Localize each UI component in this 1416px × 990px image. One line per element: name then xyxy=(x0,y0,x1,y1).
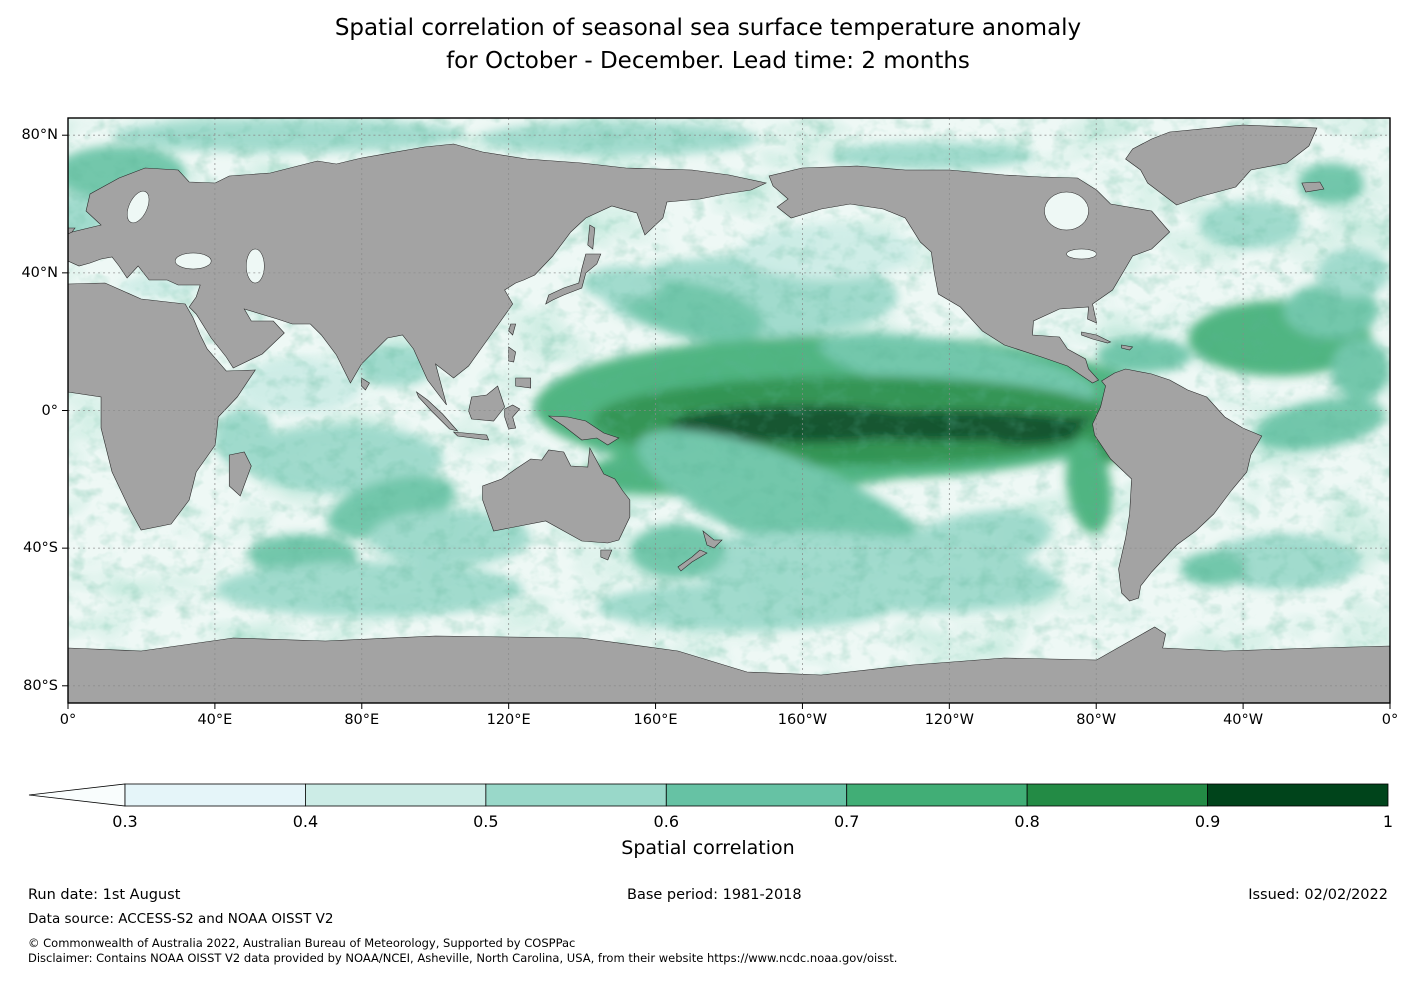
hudson-bay xyxy=(1044,191,1089,231)
landmass-sumatra xyxy=(415,391,459,432)
colorbar-tick-label: 0.8 xyxy=(1014,812,1039,831)
landmass-new-zealand-north xyxy=(702,530,723,549)
baltic-sea xyxy=(126,190,150,224)
landmass-taiwan xyxy=(508,323,517,336)
y-tick-label: 40°S xyxy=(23,540,58,557)
colorbar-under-arrow xyxy=(28,783,126,807)
colorbar-tick-label: 0.9 xyxy=(1195,812,1220,831)
landmass-australia xyxy=(482,447,631,544)
axis-tick-marks xyxy=(61,134,1391,709)
copyright: © Commonwealth of Australia 2022, Austra… xyxy=(28,936,576,950)
landmass-japan xyxy=(545,253,602,305)
landmass-madagascar xyxy=(228,451,252,497)
landmass-eurasia xyxy=(67,143,767,406)
colorbar-tick-label: 0.7 xyxy=(834,812,859,831)
x-tick-label: 120°W xyxy=(924,712,974,728)
map-area: 0° 40°E 80°E 120°E 160°E 160°W 120°W 80°W 40°W 0°… xyxy=(21,117,1398,728)
colorbar-tick-labels: 0.3 0.4 0.5 0.6 0.7 0.8 0.9 1 xyxy=(112,812,1393,831)
y-tick-label: 80°N xyxy=(21,127,58,144)
landmass-new-guinea xyxy=(547,415,620,446)
x-tick-label: 80°E xyxy=(344,712,380,728)
figure-title-line1: Spatial correlation of seasonal sea surf… xyxy=(334,15,1082,41)
run-date: Run date: 1st August xyxy=(28,887,181,903)
colorbar: 0.3 0.4 0.5 0.6 0.7 0.8 0.9 1 xyxy=(28,783,1393,831)
issued-date: Issued: 02/02/2022 xyxy=(1248,887,1388,903)
figure-title: Spatial correlation of seasonal sea surf… xyxy=(0,0,1416,78)
y-axis-tick-labels: 80°N 40°N 0° 40°S 80°S xyxy=(4,118,58,703)
x-tick-label: 40°E xyxy=(197,712,233,728)
colorbar-segment xyxy=(1207,783,1389,807)
colorbar-wrap: 0.3 0.4 0.5 0.6 0.7 0.8 0.9 1 Spatial correlati… xyxy=(28,783,1393,859)
great-lakes xyxy=(1066,248,1097,260)
landmass-iceland xyxy=(1301,181,1325,193)
figure-title-line2: for October - December. Lead time: 2 mon… xyxy=(446,48,970,74)
base-period: Base period: 1981-2018 xyxy=(627,887,802,903)
disclaimer: Disclaimer: Contains NOAA OISST V2 data … xyxy=(28,951,898,965)
colorbar-tick-label: 1 xyxy=(1383,812,1393,831)
footer-row: Run date: 1st August Base period: 1981-2… xyxy=(28,887,1388,903)
colorbar-segment xyxy=(305,783,487,807)
x-tick-label: 0° xyxy=(59,712,77,728)
colorbar-tick-label: 0.6 xyxy=(654,812,679,831)
y-tick-label: 80°S xyxy=(23,677,58,694)
caspian-sea xyxy=(246,248,265,284)
x-tick-label: 0° xyxy=(1381,712,1399,728)
landmass-new-zealand-south xyxy=(677,549,708,572)
colorbar-tick-label: 0.4 xyxy=(293,812,318,831)
gridlines xyxy=(68,118,1390,703)
x-tick-label: 160°W xyxy=(777,712,828,728)
colorbar-tick-label: 0.5 xyxy=(473,812,498,831)
x-tick-label: 40°W xyxy=(1223,712,1264,728)
landmass-luzon xyxy=(508,346,517,363)
landmass-tasmania xyxy=(600,549,613,561)
x-tick-label: 160°E xyxy=(633,712,678,728)
y-tick-label: 0° xyxy=(41,402,58,419)
landmass-mindanao xyxy=(515,377,532,389)
world-map xyxy=(61,117,1391,709)
x-tick-label: 120°E xyxy=(486,712,531,728)
y-tick-label: 40°N xyxy=(21,264,58,281)
landmass-africa xyxy=(67,282,256,531)
landmass-sakhalin xyxy=(587,224,596,250)
map-border xyxy=(67,117,1391,704)
colorbar-tick-label: 0.3 xyxy=(112,812,137,831)
land-masses xyxy=(67,124,1391,704)
data-source: Data source: ACCESS-S2 and NOAA OISST V2 xyxy=(28,911,334,927)
inland-seas xyxy=(126,190,1097,284)
landmass-south-america xyxy=(1092,368,1263,602)
x-axis-tick-labels: 0° 40°E 80°E 120°E 160°E 160°W 120°W 80°W 40°W 0° xyxy=(60,712,1398,732)
colorbar-segment xyxy=(665,783,848,807)
landmass-hispaniola xyxy=(1121,344,1134,351)
colorbar-segment xyxy=(1026,783,1208,807)
colorbar-segment xyxy=(846,783,1028,807)
landmass-java xyxy=(452,431,490,441)
landmass-borneo xyxy=(468,385,505,422)
colorbar-segment xyxy=(485,783,667,807)
colorbar-segment xyxy=(124,783,306,807)
colorbar-segments xyxy=(124,783,1389,807)
colorbar-label: Spatial correlation xyxy=(621,837,795,859)
black-sea xyxy=(174,252,212,270)
x-tick-label: 80°W xyxy=(1076,712,1117,728)
